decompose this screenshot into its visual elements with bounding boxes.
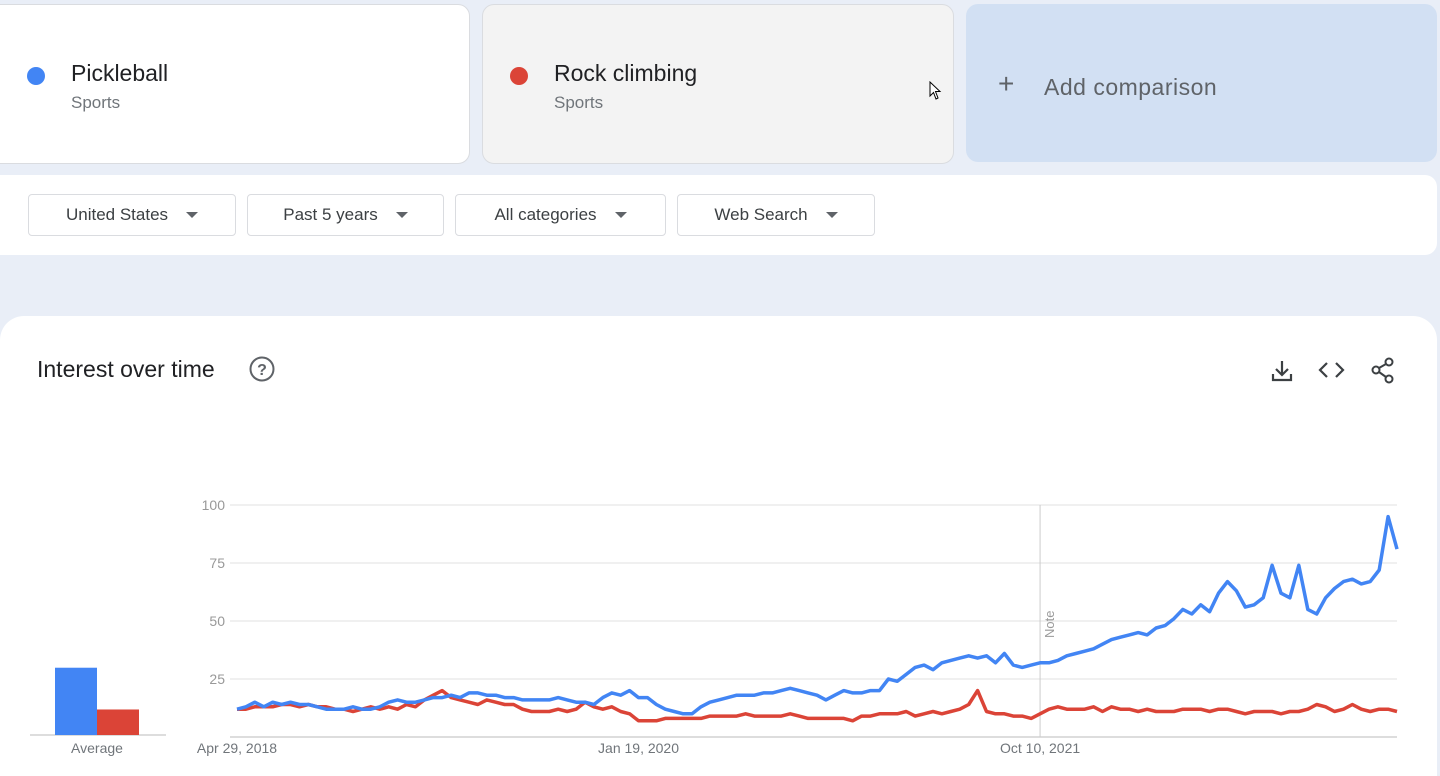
y-tick-label: 100 [202, 497, 226, 513]
average-label: Average [71, 740, 123, 756]
add-comparison[interactable]: + Add comparison [966, 4, 1437, 162]
filter-dropdown[interactable]: All categories [455, 194, 666, 236]
filter-dropdown[interactable]: United States [28, 194, 236, 236]
page: Pickleball Sports Rock climbing Sports +… [0, 4, 1437, 776]
dropdown-arrow [825, 212, 838, 218]
series-dot [510, 67, 528, 85]
filter-label: United States [65, 205, 169, 224]
series-line [236, 514, 1399, 716]
embed-icon[interactable] [1318, 362, 1345, 378]
filter-label: Past 5 years [283, 205, 378, 224]
chart: ? 25 50 75 100 Apr 29, 2018 Jan 19, 2020 Oct 1… [30, 356, 1399, 756]
average-bar [97, 709, 139, 735]
help-icon[interactable]: ? [249, 356, 275, 382]
term-card[interactable]: Rock climbing Sports [482, 4, 954, 164]
term-category: Sports [71, 93, 121, 112]
dropdown-arrow [395, 212, 408, 218]
series-dot [27, 67, 45, 85]
filter-label: Web Search [714, 205, 808, 224]
term: Pickleball [71, 60, 169, 86]
section-title: Interest over time [37, 356, 215, 382]
y-tick-label: 50 [209, 613, 225, 629]
x-tick-label: Jan 19, 2020 [598, 740, 679, 756]
plus-icon: + [998, 68, 1015, 99]
dropdown-arrow [614, 212, 627, 218]
y-tick-label: 25 [209, 671, 225, 687]
share-icon[interactable] [1371, 357, 1394, 384]
term-card[interactable]: Pickleball Sports [0, 4, 470, 164]
svg-text:?: ? [257, 362, 267, 379]
y-tick-label: 75 [209, 555, 225, 571]
filter-dropdown[interactable]: Past 5 years [247, 194, 444, 236]
cursor [929, 81, 942, 100]
x-tick-label: Oct 10, 2021 [1000, 740, 1080, 756]
dropdown-arrow [186, 212, 199, 218]
add-comparison-label: Add comparison [1044, 74, 1218, 100]
term: Rock climbing [554, 60, 698, 86]
average-bar [55, 667, 97, 735]
x-tick-label: Apr 29, 2018 [197, 740, 277, 756]
filter-dropdown[interactable]: Web Search [677, 194, 875, 236]
download-icon[interactable] [1271, 361, 1293, 382]
filter-label: All categories [494, 205, 597, 224]
note-label: Note [1042, 611, 1057, 638]
term-category: Sports [554, 93, 604, 112]
